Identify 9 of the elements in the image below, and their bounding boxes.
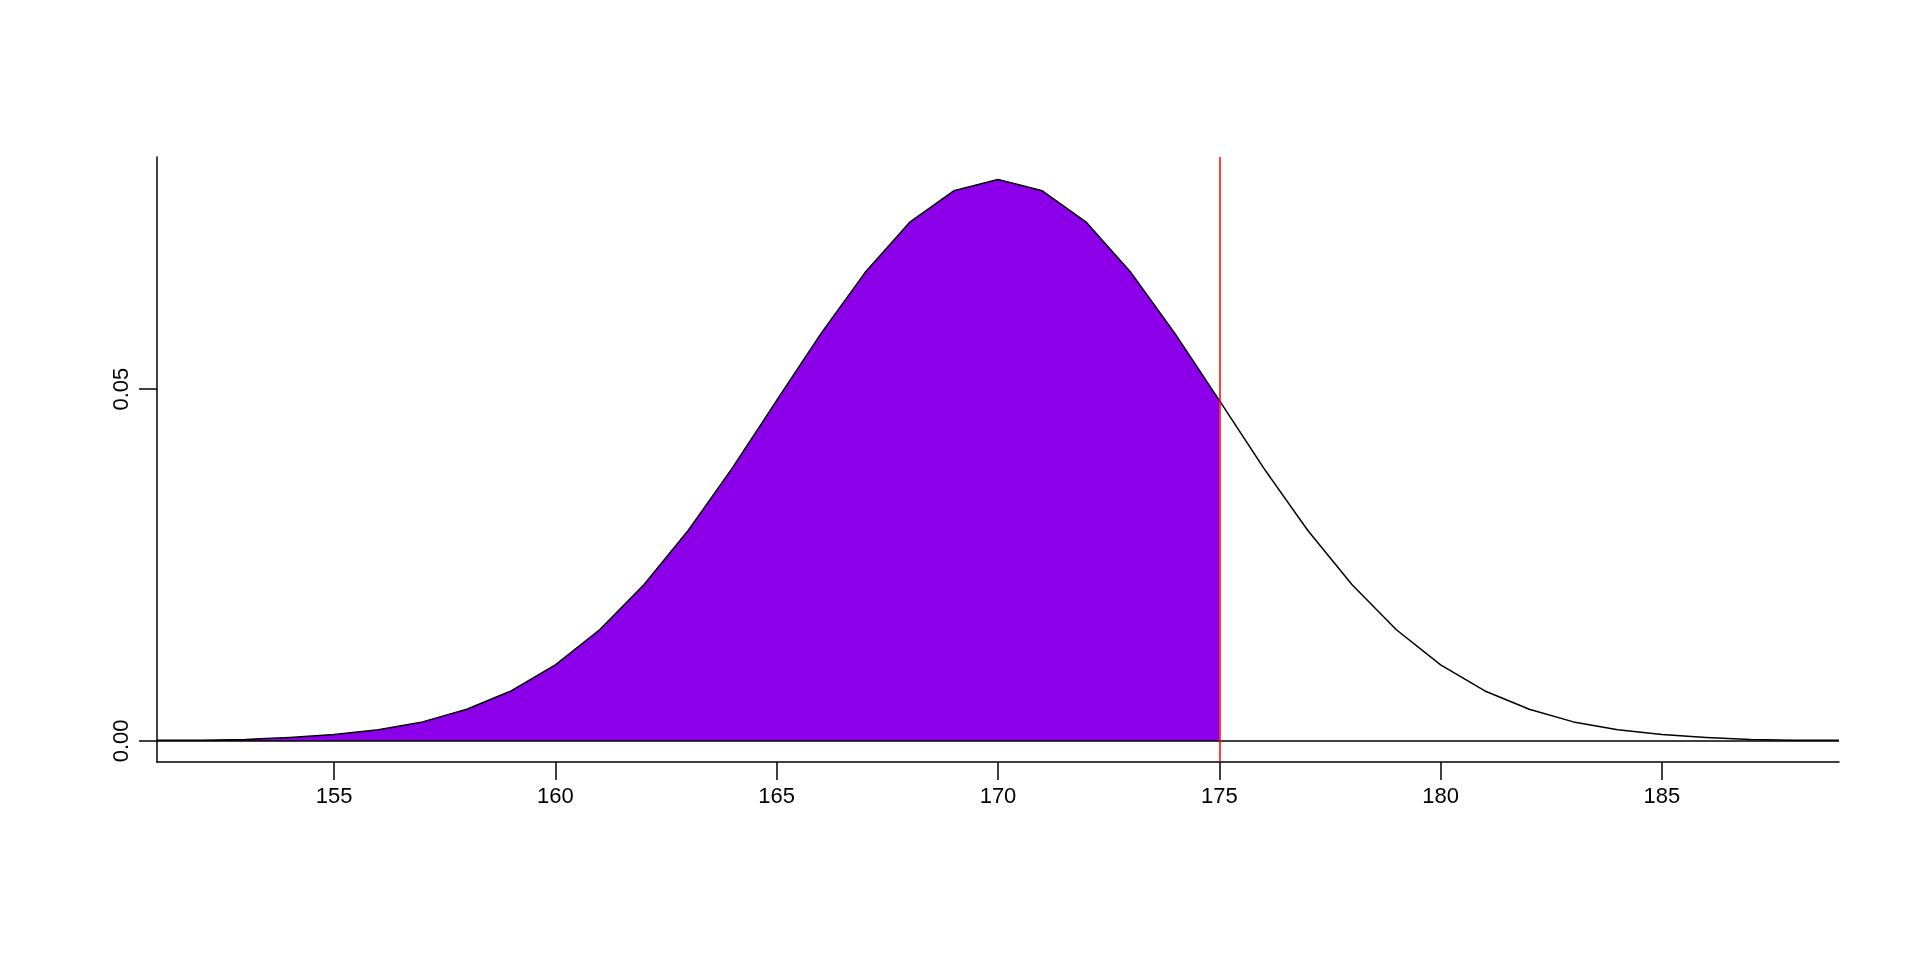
x-tick-label: 165 xyxy=(758,782,796,808)
x-tick-label: 180 xyxy=(1422,782,1459,808)
x-tick-label: 175 xyxy=(1200,782,1238,808)
y-tick-label: 0.05 xyxy=(107,367,133,411)
x-tick-label: 170 xyxy=(979,782,1017,808)
x-tick-label: 185 xyxy=(1643,782,1681,808)
y-tick-label: 0.00 xyxy=(107,719,133,763)
x-tick-label: 155 xyxy=(315,782,353,808)
x-tick-label: 160 xyxy=(537,782,574,808)
